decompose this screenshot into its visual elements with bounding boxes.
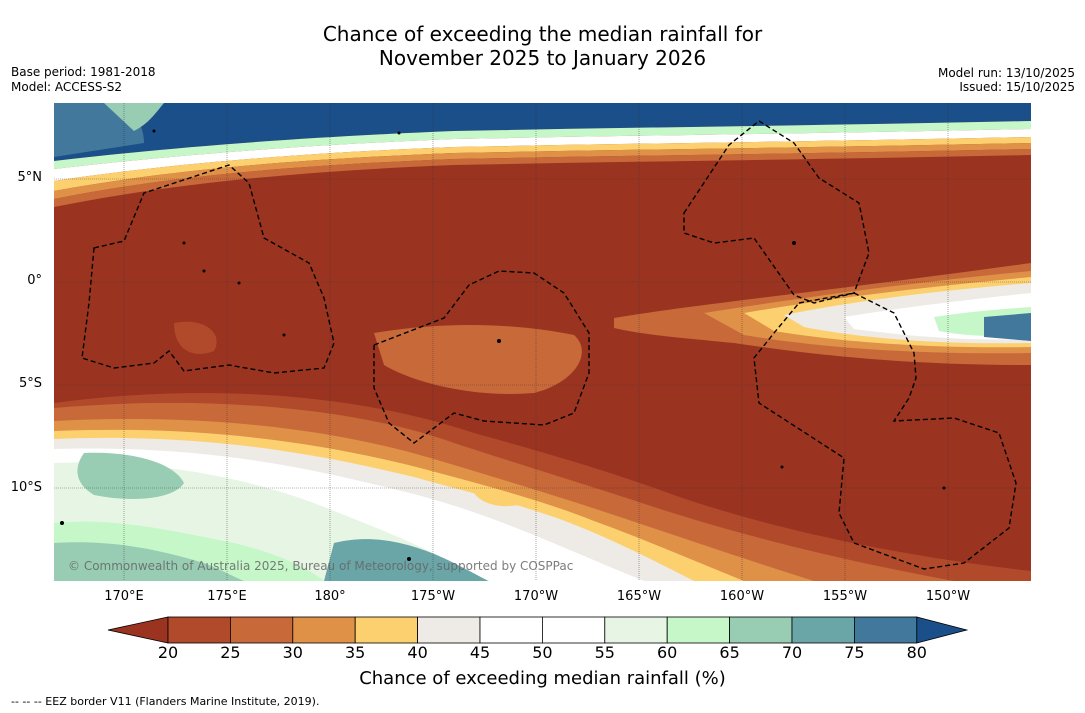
north-light-band (54, 121, 1031, 169)
lon-label-175w: 175°W (410, 589, 456, 604)
lon-label-170w: 170°W (513, 589, 559, 604)
lat-label-0: 0° (27, 273, 42, 288)
colorbar-segment (230, 616, 294, 644)
colorbar-tick-label: 80 (906, 643, 927, 662)
colorbar (107, 616, 969, 644)
colorbar-tick-label: 35 (345, 643, 366, 662)
eez-borders (81, 120, 1017, 570)
colorbar-tick-label: 75 (844, 643, 865, 662)
colorbar-tick-label: 45 (469, 643, 491, 662)
eez-border-east (753, 292, 1017, 570)
model-run: Model run: 13/10/2025 (937, 66, 1075, 80)
lat-label-5s: 5°S (18, 376, 42, 391)
colorbar-tick-label: 30 (282, 643, 303, 662)
map-title-line2: November 2025 to January 2026 (378, 46, 707, 70)
lat-label-5n: 5°N (17, 170, 43, 185)
colorbar-tick-label: 20 (157, 643, 179, 662)
colorbar-tick-label: 70 (781, 643, 803, 662)
southwest-green-patch (77, 452, 184, 499)
colorbar-tick-label: 65 (719, 643, 740, 662)
rainfall-map: © Commonwealth of Australia 2025, Bureau… (54, 103, 1031, 581)
eez-border-west (81, 164, 335, 374)
graticule (54, 103, 1031, 581)
lat-label-10s: 10°S (10, 480, 42, 495)
north-west-green (104, 103, 164, 131)
colorbar-segment (167, 616, 231, 644)
equator-blue-tongue (984, 313, 1031, 341)
north-white-band (54, 129, 1031, 181)
north-rust-band (54, 149, 1031, 207)
eez-border-northeast (683, 120, 870, 304)
colorbar-title: Chance of exceeding median rainfall (%) (359, 668, 726, 689)
copyright-text: © Commonwealth of Australia 2025, Bureau… (68, 559, 573, 573)
north-yellow-band (54, 137, 1031, 191)
colorbar-segment (791, 616, 855, 644)
model-name: Model: ACCESS-S2 (11, 80, 123, 94)
west-rust-patch (174, 321, 217, 354)
colorbar-segment (666, 616, 731, 644)
map-title-line1: Chance of exceeding the median rainfall … (322, 22, 763, 46)
lon-label-150w: 150°W (925, 589, 971, 604)
eez-border-central (373, 270, 590, 444)
north-wet-band (54, 103, 1031, 161)
lon-label-175e: 175°E (207, 589, 247, 604)
colorbar-segment (729, 616, 793, 644)
colorbar-tick-label: 60 (657, 643, 678, 662)
colorbar-segment (479, 616, 543, 644)
colorbar-segment (604, 616, 668, 644)
issued-date: Issued: 15/10/2025 (959, 80, 1075, 94)
central-rust-patch (374, 325, 582, 394)
south-yellow-patch (474, 491, 524, 507)
colorbar-arrow-low (107, 616, 169, 644)
lon-label-180: 180° (314, 589, 346, 604)
islands (60, 129, 946, 561)
colorbar-segment (292, 616, 356, 644)
north-orange-band (54, 143, 1031, 199)
colorbar-tick-label: 50 (532, 643, 553, 662)
lon-label-165w: 165°W (616, 589, 662, 604)
colorbar-segment (354, 616, 418, 644)
colorbar-segment (854, 616, 918, 644)
colorbar-tick-label: 25 (220, 643, 241, 662)
rainfall-map-svg: © Commonwealth of Australia 2025, Bureau… (54, 103, 1031, 581)
south-teal-band (54, 542, 244, 581)
colorbar-segment (541, 616, 606, 644)
colorbar-tick-label: 40 (407, 643, 428, 662)
colorbar-segment (417, 616, 481, 644)
colorbar-tick-label: 55 (594, 643, 615, 662)
eez-footnote: -- -- -- EEZ border V11 (Flanders Marine… (11, 695, 320, 708)
base-period: Base period: 1981-2018 (11, 65, 156, 79)
lon-label-160w: 160°W (719, 589, 765, 604)
south-dark-teal-patch (324, 539, 489, 581)
colorbar-arrow-high (916, 616, 969, 644)
lon-label-170e: 170°E (104, 589, 144, 604)
lon-label-155w: 155°W (822, 589, 868, 604)
